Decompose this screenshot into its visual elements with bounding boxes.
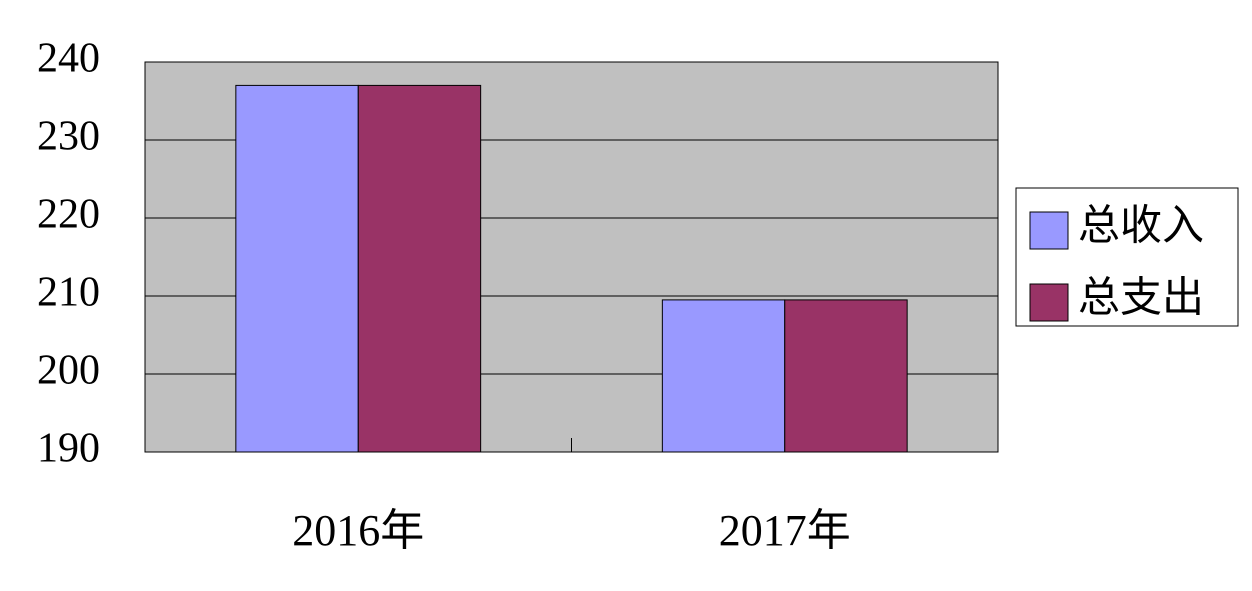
bar <box>661 299 786 453</box>
bar <box>357 84 482 453</box>
legend-swatch <box>1029 283 1069 322</box>
bar <box>784 299 908 453</box>
x-tick-label: 2017年 <box>719 506 851 555</box>
x-tick-label: 2016年 <box>292 506 424 555</box>
y-tick-label: 240 <box>37 36 100 82</box>
legend-swatch <box>1029 211 1069 250</box>
y-tick-label: 230 <box>37 114 100 160</box>
legend-label: 总收入 <box>1078 204 1204 250</box>
y-tick-label: 220 <box>37 192 100 238</box>
bar <box>235 84 359 453</box>
y-tick-label: 190 <box>37 426 100 472</box>
y-tick-label: 210 <box>37 270 100 316</box>
legend-label: 总支出 <box>1078 276 1204 322</box>
y-tick-label: 200 <box>37 348 100 394</box>
